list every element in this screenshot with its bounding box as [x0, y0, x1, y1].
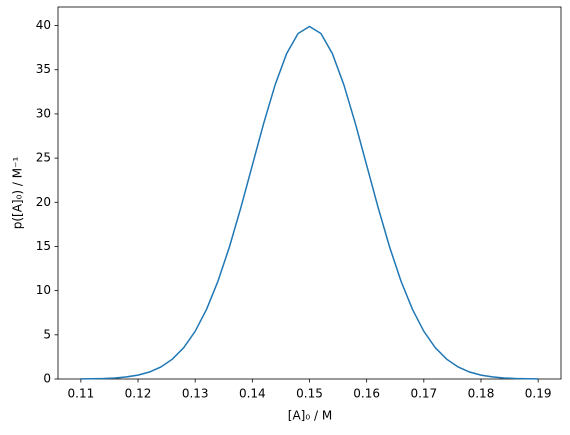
x-tick-label: 0.11 [68, 387, 95, 401]
x-axis-label: [A]₀ / M [288, 409, 332, 423]
y-tick-label: 0 [43, 372, 51, 386]
x-tick-label: 0.19 [525, 387, 552, 401]
x-tick-label: 0.13 [182, 387, 209, 401]
y-tick-label: 5 [43, 327, 51, 341]
x-tick-label: 0.16 [353, 387, 380, 401]
x-tick-label: 0.17 [410, 387, 437, 401]
line [80, 25, 539, 380]
x-tick-label: 0.18 [468, 387, 495, 401]
y-axis-label: p([A]₀) / M⁻¹ [11, 157, 25, 230]
y-tick-label: 35 [36, 62, 51, 76]
y-tick-label: 10 [36, 283, 51, 297]
y-tick-label: 25 [36, 151, 51, 165]
y-tick-label: 40 [36, 18, 51, 32]
x-tick-label: 0.14 [239, 387, 266, 401]
x-tick-label: 0.15 [296, 387, 323, 401]
y-tick-label: 15 [36, 239, 51, 253]
y-tick-label: 30 [36, 106, 51, 120]
y-tick-label: 20 [36, 195, 51, 209]
plot-frame [57, 6, 562, 380]
x-tick-label: 0.12 [125, 387, 152, 401]
